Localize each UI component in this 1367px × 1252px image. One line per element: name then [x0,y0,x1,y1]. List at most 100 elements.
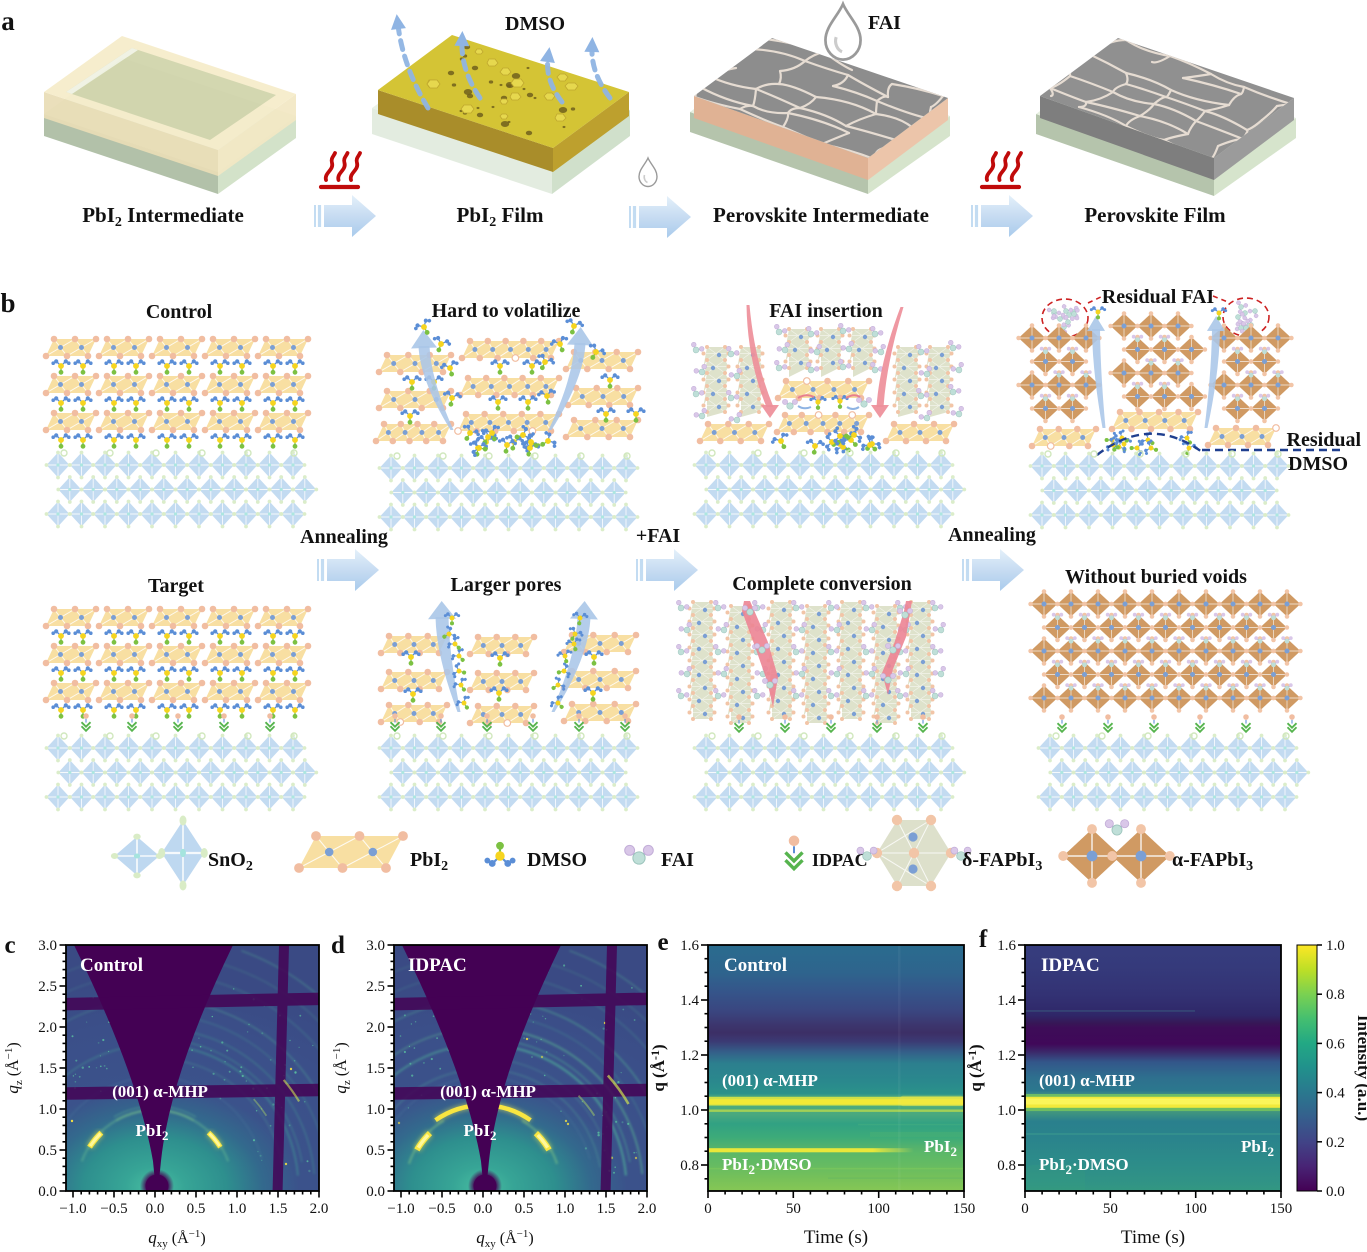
svg-text:0.8: 0.8 [997,1158,1016,1174]
svg-text:Perovskite Film: Perovskite Film [1084,203,1226,227]
svg-text:PbI2·DMSO: PbI2·DMSO [722,1155,812,1177]
svg-text:PbI2: PbI2 [136,1121,169,1143]
svg-text:0: 0 [1021,1201,1029,1217]
svg-text:1.4: 1.4 [680,993,699,1009]
svg-text:0.8: 0.8 [1326,987,1345,1003]
svg-text:1.6: 1.6 [680,938,699,954]
svg-text:Control: Control [80,955,143,976]
svg-text:1.0: 1.0 [38,1102,57,1118]
svg-text:0.5: 0.5 [366,1143,385,1159]
svg-text:PbI2: PbI2 [924,1137,957,1159]
svg-text:Perovskite Intermediate: Perovskite Intermediate [713,203,929,227]
svg-text:DMSO: DMSO [527,849,587,871]
svg-text:b: b [0,288,15,318]
svg-text:FAI insertion: FAI insertion [769,300,883,322]
svg-text:(001) α-MHP: (001) α-MHP [722,1071,818,1090]
svg-text:100: 100 [867,1201,890,1217]
svg-text:50: 50 [786,1201,801,1217]
svg-text:2.0: 2.0 [638,1201,657,1217]
svg-text:Target: Target [148,575,204,597]
svg-text:Control: Control [724,955,787,976]
svg-text:2.0: 2.0 [366,1020,385,1036]
svg-text:1.5: 1.5 [366,1061,385,1077]
svg-text:1.2: 1.2 [997,1048,1016,1064]
svg-text:+FAI: +FAI [636,525,681,547]
svg-text:0.0: 0.0 [366,1184,385,1200]
svg-text:2.0: 2.0 [310,1201,329,1217]
svg-text:3.0: 3.0 [366,938,385,954]
svg-text:100: 100 [1184,1201,1207,1217]
svg-text:δ-FAPbI3: δ-FAPbI3 [962,849,1042,874]
svg-text:Annealing: Annealing [300,526,388,548]
svg-text:0: 0 [704,1201,712,1217]
svg-text:2.5: 2.5 [366,979,385,995]
svg-text:1.0: 1.0 [1326,938,1345,954]
svg-text:0.5: 0.5 [38,1143,57,1159]
svg-text:PbI2·DMSO: PbI2·DMSO [1039,1155,1129,1177]
svg-text:−0.5: −0.5 [100,1201,127,1217]
svg-text:1.6: 1.6 [997,938,1016,954]
svg-text:e: e [657,929,668,956]
svg-text:0.0: 0.0 [474,1201,493,1217]
svg-text:(001) α-MHP: (001) α-MHP [440,1082,536,1101]
svg-text:f: f [979,926,988,953]
svg-text:Time (s): Time (s) [1121,1227,1185,1248]
svg-text:2.0: 2.0 [38,1020,57,1036]
svg-text:150: 150 [1270,1201,1293,1217]
svg-text:0.2: 0.2 [1326,1135,1345,1151]
svg-text:3.0: 3.0 [38,938,57,954]
svg-text:0.6: 0.6 [1326,1036,1345,1052]
svg-text:1.2: 1.2 [680,1048,699,1064]
svg-text:a: a [1,6,15,36]
svg-text:Intensity (a.u.): Intensity (a.u.) [1354,1015,1367,1121]
svg-text:1.0: 1.0 [997,1103,1016,1119]
svg-text:1.0: 1.0 [556,1201,575,1217]
svg-text:PbI2 Intermediate: PbI2 Intermediate [82,203,244,230]
svg-text:−0.5: −0.5 [428,1201,455,1217]
svg-text:IDPAC: IDPAC [1041,955,1100,976]
svg-text:c: c [4,932,15,959]
svg-text:PbI2: PbI2 [1241,1137,1274,1159]
svg-text:1.0: 1.0 [680,1103,699,1119]
svg-text:−1.0: −1.0 [387,1201,414,1217]
svg-text:1.4: 1.4 [997,993,1016,1009]
svg-text:0.0: 0.0 [1326,1184,1345,1200]
svg-text:α-FAPbI3: α-FAPbI3 [1172,849,1253,874]
svg-text:0.8: 0.8 [680,1158,699,1174]
svg-text:0.5: 0.5 [187,1201,206,1217]
svg-text:1.5: 1.5 [38,1061,57,1077]
svg-text:Residual: Residual [1287,429,1362,451]
svg-text:Residual FAI: Residual FAI [1102,286,1215,308]
svg-text:DMSO: DMSO [505,13,565,35]
svg-text:150: 150 [953,1201,976,1217]
svg-text:50: 50 [1103,1201,1118,1217]
svg-text:Time (s): Time (s) [804,1227,868,1248]
svg-text:0.0: 0.0 [146,1201,165,1217]
svg-text:DMSO: DMSO [1288,453,1348,475]
svg-text:qxy (Å−1): qxy (Å−1) [148,1228,205,1250]
svg-text:0.4: 0.4 [1326,1086,1345,1102]
svg-text:1.5: 1.5 [597,1201,616,1217]
svg-text:d: d [331,932,345,959]
svg-text:FAI: FAI [661,849,694,871]
svg-text:2.5: 2.5 [38,979,57,995]
svg-text:qz (Å−1): qz (Å−1) [3,1042,25,1093]
svg-text:Complete conversion: Complete conversion [732,573,911,595]
svg-text:Annealing: Annealing [948,524,1036,546]
svg-text:0.0: 0.0 [38,1184,57,1200]
svg-text:Hard to volatilize: Hard to volatilize [432,300,581,322]
svg-text:(001) α-MHP: (001) α-MHP [112,1082,208,1101]
svg-text:PbI2 Film: PbI2 Film [457,203,544,230]
svg-text:0.5: 0.5 [515,1201,534,1217]
svg-text:IDPAC: IDPAC [408,955,467,976]
svg-text:IDPAC: IDPAC [812,850,868,870]
svg-text:Control: Control [146,301,213,323]
svg-text:SnO2: SnO2 [208,849,253,874]
svg-text:Larger pores: Larger pores [451,574,562,596]
svg-text:1.0: 1.0 [228,1201,247,1217]
svg-text:qxy (Å−1): qxy (Å−1) [476,1228,533,1250]
svg-text:FAI: FAI [868,12,901,34]
svg-text:1.5: 1.5 [269,1201,288,1217]
svg-text:(001) α-MHP: (001) α-MHP [1039,1071,1135,1090]
svg-text:1.0: 1.0 [366,1102,385,1118]
